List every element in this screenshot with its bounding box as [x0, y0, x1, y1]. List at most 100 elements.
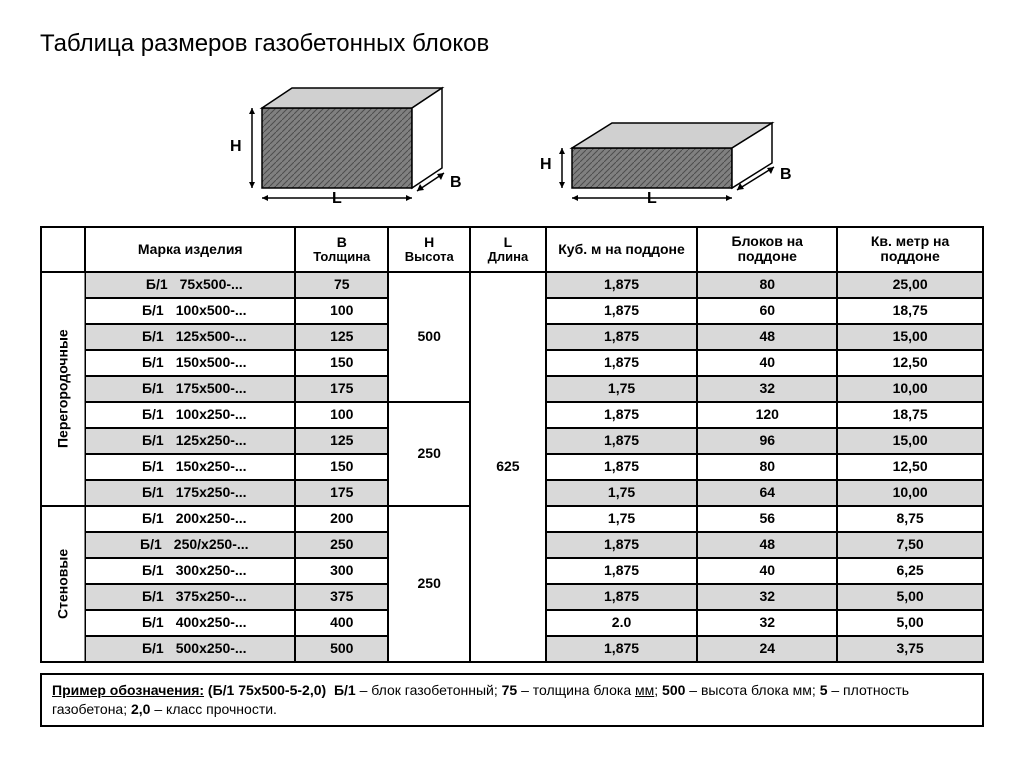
block-diagrams: H L B — [40, 78, 984, 208]
block-diagram-flat: H L B — [532, 108, 802, 208]
b-cell: 175 — [295, 480, 388, 506]
kub-cell: 1,875 — [546, 532, 698, 558]
kub-cell: 1,875 — [546, 350, 698, 376]
th-blok: Блоков на поддоне — [697, 227, 837, 272]
label-h2: H — [540, 156, 552, 174]
kub-cell: 1,75 — [546, 376, 698, 402]
category-cell: Перегородочные — [41, 272, 85, 506]
sizes-table: Марка изделия BТолщина HВысота LДлина Ку… — [40, 226, 984, 663]
blok-cell: 24 — [697, 636, 837, 662]
label-l: L — [332, 190, 342, 208]
b-cell: 125 — [295, 428, 388, 454]
b-cell: 175 — [295, 376, 388, 402]
blok-cell: 32 — [697, 376, 837, 402]
blok-cell: 60 — [697, 298, 837, 324]
kub-cell: 1,875 — [546, 454, 698, 480]
th-marka: Марка изделия — [85, 227, 295, 272]
b-cell: 200 — [295, 506, 388, 532]
designation-note: Пример обозначения: (Б/1 75x500-5-2,0) Б… — [40, 673, 984, 727]
b-cell: 100 — [295, 298, 388, 324]
kv-cell: 7,50 — [837, 532, 983, 558]
h-cell: 250 — [388, 402, 470, 506]
label-h: H — [230, 138, 242, 156]
label-b: B — [450, 174, 462, 192]
table-header-row: Марка изделия BТолщина HВысота LДлина Ку… — [41, 227, 983, 272]
blok-cell: 32 — [697, 584, 837, 610]
marka-cell: Б/1 200x250-... — [85, 506, 295, 532]
th-cat — [41, 227, 85, 272]
marka-cell: Б/1 375x250-... — [85, 584, 295, 610]
category-cell: Стеновые — [41, 506, 85, 662]
marka-cell: Б/1 500x250-... — [85, 636, 295, 662]
marka-cell: Б/1 100x250-... — [85, 402, 295, 428]
marka-cell: Б/1 150x500-... — [85, 350, 295, 376]
l-cell: 625 — [470, 272, 546, 662]
block-diagram-tall: H L B — [222, 78, 472, 208]
blok-cell: 56 — [697, 506, 837, 532]
marka-cell: Б/1 125x250-... — [85, 428, 295, 454]
b-cell: 500 — [295, 636, 388, 662]
kub-cell: 2.0 — [546, 610, 698, 636]
marka-cell: Б/1 150x250-... — [85, 454, 295, 480]
kub-cell: 1,875 — [546, 428, 698, 454]
h-cell: 500 — [388, 272, 470, 402]
label-b2: B — [780, 166, 792, 184]
blok-cell: 40 — [697, 350, 837, 376]
blok-cell: 40 — [697, 558, 837, 584]
b-cell: 150 — [295, 454, 388, 480]
kv-cell: 15,00 — [837, 324, 983, 350]
blok-cell: 32 — [697, 610, 837, 636]
kv-cell: 18,75 — [837, 298, 983, 324]
kv-cell: 3,75 — [837, 636, 983, 662]
blok-cell: 64 — [697, 480, 837, 506]
kv-cell: 25,00 — [837, 272, 983, 298]
kv-cell: 18,75 — [837, 402, 983, 428]
label-l2: L — [647, 190, 657, 208]
th-kv: Кв. метр на поддоне — [837, 227, 983, 272]
marka-cell: Б/1 250/x250-... — [85, 532, 295, 558]
blok-cell: 80 — [697, 454, 837, 480]
kv-cell: 10,00 — [837, 480, 983, 506]
marka-cell: Б/1 125x500-... — [85, 324, 295, 350]
blok-cell: 48 — [697, 324, 837, 350]
kub-cell: 1,875 — [546, 402, 698, 428]
b-cell: 250 — [295, 532, 388, 558]
kv-cell: 8,75 — [837, 506, 983, 532]
kv-cell: 12,50 — [837, 350, 983, 376]
kv-cell: 12,50 — [837, 454, 983, 480]
h-cell: 250 — [388, 506, 470, 662]
kv-cell: 6,25 — [837, 558, 983, 584]
kv-cell: 5,00 — [837, 584, 983, 610]
marka-cell: Б/1 175x500-... — [85, 376, 295, 402]
marka-cell: Б/1 100x500-... — [85, 298, 295, 324]
kub-cell: 1,875 — [546, 584, 698, 610]
b-cell: 125 — [295, 324, 388, 350]
marka-cell: Б/1 400x250-... — [85, 610, 295, 636]
b-cell: 150 — [295, 350, 388, 376]
kub-cell: 1,875 — [546, 272, 698, 298]
th-b: BТолщина — [295, 227, 388, 272]
table-row: ПерегородочныеБ/1 75x500-...755006251,87… — [41, 272, 983, 298]
kv-cell: 10,00 — [837, 376, 983, 402]
b-cell: 375 — [295, 584, 388, 610]
kv-cell: 15,00 — [837, 428, 983, 454]
marka-cell: Б/1 300x250-... — [85, 558, 295, 584]
kub-cell: 1,875 — [546, 558, 698, 584]
b-cell: 100 — [295, 402, 388, 428]
b-cell: 300 — [295, 558, 388, 584]
kub-cell: 1,75 — [546, 480, 698, 506]
blok-cell: 120 — [697, 402, 837, 428]
marka-cell: Б/1 175x250-... — [85, 480, 295, 506]
kub-cell: 1,875 — [546, 636, 698, 662]
kub-cell: 1,875 — [546, 298, 698, 324]
th-h: HВысота — [388, 227, 470, 272]
th-l: LДлина — [470, 227, 546, 272]
th-kub: Куб. м на поддоне — [546, 227, 698, 272]
page-title: Таблица размеров газобетонных блоков — [40, 30, 984, 58]
kv-cell: 5,00 — [837, 610, 983, 636]
blok-cell: 48 — [697, 532, 837, 558]
b-cell: 400 — [295, 610, 388, 636]
blok-cell: 96 — [697, 428, 837, 454]
kub-cell: 1,75 — [546, 506, 698, 532]
blok-cell: 80 — [697, 272, 837, 298]
